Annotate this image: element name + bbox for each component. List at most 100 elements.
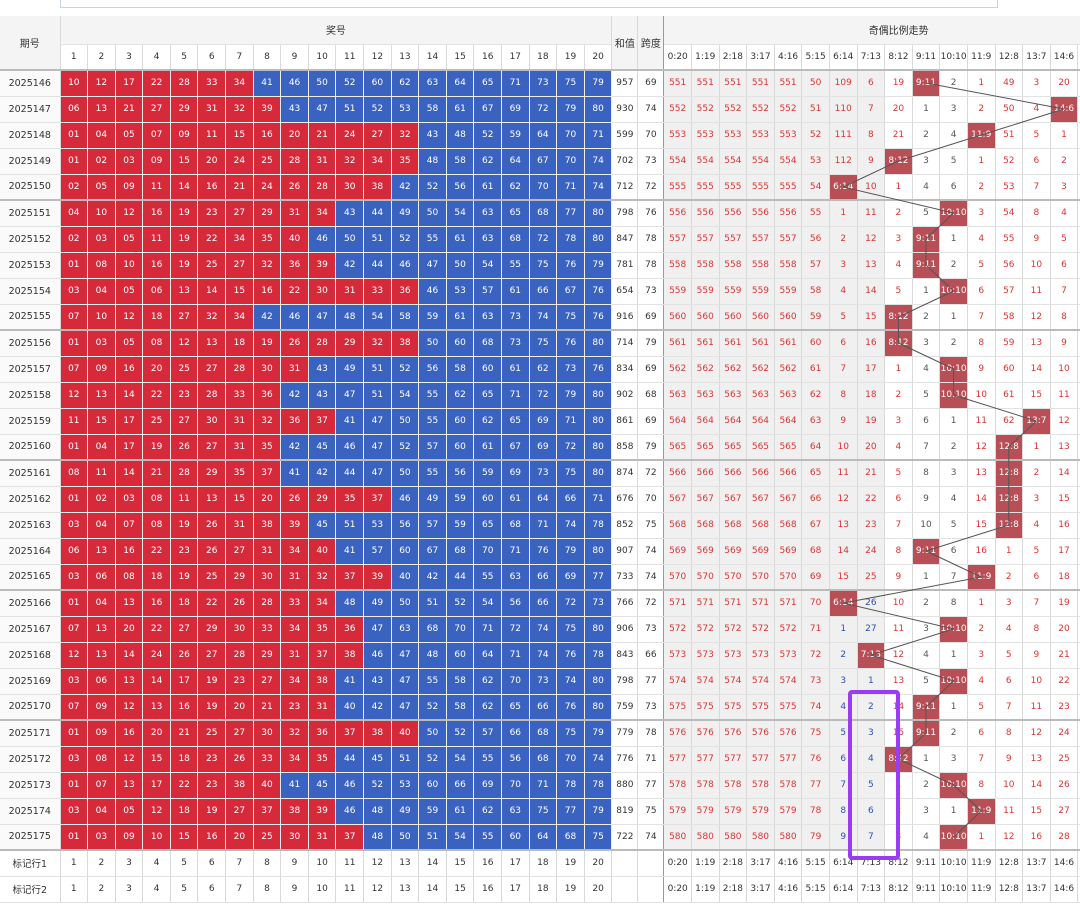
marker-ratio: 5:15 <box>801 876 830 903</box>
trend-cell: 15 <box>884 719 913 747</box>
sum-cell: 906 <box>611 616 639 643</box>
ball-cell: 27 <box>197 356 227 383</box>
trend-cell: 561 <box>774 329 803 357</box>
marker-ratio: 3:17 <box>746 876 775 903</box>
trend-table: 期号 奖号 和值 跨度 奇偶比例走势 1 2 3 4 5 6 7 8 9 10 11 12 13 14 15 16 17 1… <box>0 16 1080 903</box>
span-cell: 74 <box>637 96 665 123</box>
ball-cell: 13 <box>87 642 116 669</box>
period-header: 期号 <box>0 16 61 71</box>
trend-cell: 575 <box>691 694 720 721</box>
draw-row[interactable]: 2025155 07 10 12 18 27 32 34 42 46 47 48 54 58 59 61 63 7… <box>0 304 1080 331</box>
draw-row[interactable]: 2025163 03 04 07 08 19 26 31 38 39 45 51 53 56 57 59 65 6… <box>0 512 1080 539</box>
marker-row: 标记行1 1 2 3 4 5 6 7 8 9 10 11 12 13 14 15 16 17 18 19 20 0:20 1… <box>0 849 1080 877</box>
trend-cell: 10 <box>829 434 858 461</box>
draw-row[interactable]: 2025146 10 12 17 22 28 33 34 41 46 50 52 60 62 63 64 65 7… <box>0 69 1080 97</box>
ball-cell: 75 <box>556 719 585 747</box>
ball-cell: 02 <box>60 174 89 201</box>
draw-row[interactable]: 2025154 03 04 05 06 13 14 15 16 22 30 31 33 36 46 53 57 6… <box>0 278 1080 305</box>
ball-cell: 80 <box>584 382 613 409</box>
draw-row[interactable]: 2025151 04 10 12 16 19 23 27 29 31 34 43 44 49 50 54 63 6… <box>0 199 1080 227</box>
trend-cell: 10 <box>857 174 886 201</box>
draw-row[interactable]: 2025168 12 13 14 24 26 27 28 29 31 37 38 46 47 48 60 64 7… <box>0 642 1080 669</box>
draw-row[interactable]: 2025153 01 08 10 16 19 25 27 32 36 39 42 44 46 47 50 54 5… <box>0 252 1080 279</box>
span-cell: 69 <box>637 408 665 435</box>
ball-cell: 26 <box>225 746 254 773</box>
draw-row[interactable]: 2025175 01 03 09 10 15 16 20 25 30 31 37 48 50 51 54 55 6… <box>0 824 1080 851</box>
trend-cell: 566 <box>663 459 692 487</box>
draw-row[interactable]: 2025149 01 02 03 09 15 20 24 25 28 31 32 34 35 48 58 62 6… <box>0 148 1080 175</box>
trend-cell: 67 <box>1077 96 1080 123</box>
draw-row[interactable]: 2025166 01 04 13 16 18 22 26 28 33 34 48 49 50 51 52 54 5… <box>0 589 1080 617</box>
draw-row[interactable]: 2025170 07 09 12 13 16 19 20 21 23 31 40 42 47 52 58 62 6… <box>0 694 1080 721</box>
ball-cell: 55 <box>418 408 447 435</box>
trend-cell: 17 <box>1050 538 1079 565</box>
ratio-column-label: 1:19 <box>691 44 720 71</box>
draw-row[interactable]: 2025161 08 11 14 21 28 29 35 37 41 42 44 47 50 55 56 59 6… <box>0 459 1080 487</box>
draw-row[interactable]: 2025148 01 04 05 07 09 11 15 16 20 21 24 27 32 43 48 52 5… <box>0 122 1080 149</box>
ball-cell: 37 <box>335 719 365 747</box>
draw-row[interactable]: 2025162 01 02 03 08 11 13 15 20 26 29 35 37 46 49 59 60 6… <box>0 486 1080 513</box>
marker-ball-number: 14 <box>418 876 447 903</box>
trend-cell: 558 <box>746 252 775 279</box>
period-cell: 2025171 <box>0 719 61 747</box>
draw-row[interactable]: 2025164 06 13 16 22 23 26 27 31 34 40 41 57 60 67 68 70 7… <box>0 538 1080 565</box>
trend-cell: 6:14 <box>829 589 858 617</box>
draw-row[interactable]: 2025167 07 13 20 22 27 29 30 33 34 35 36 47 63 68 70 71 7… <box>0 616 1080 643</box>
draw-row[interactable]: 2025156 01 03 05 08 12 13 18 19 26 28 29 32 38 50 60 68 7… <box>0 329 1080 357</box>
ball-cell: 51 <box>391 746 420 773</box>
span-cell: 69 <box>637 304 665 331</box>
ball-cell: 12 <box>60 382 89 409</box>
draw-row[interactable]: 2025150 02 05 09 11 14 16 21 24 26 28 30 38 42 52 56 61 6… <box>0 174 1080 201</box>
ratio-column-label: 10:10 <box>939 44 968 71</box>
ball-cell: 08 <box>142 512 171 539</box>
draw-row[interactable]: 2025159 11 15 17 25 27 30 31 32 36 37 41 47 50 55 60 62 6… <box>0 408 1080 435</box>
ball-cell: 12 <box>170 329 199 357</box>
trend-cell: 12 <box>1022 719 1051 747</box>
ball-cell: 05 <box>115 798 144 825</box>
draw-row[interactable]: 2025157 07 09 16 20 25 27 28 30 31 43 49 51 52 56 58 60 6… <box>0 356 1080 383</box>
span-cell: 74 <box>637 564 665 591</box>
ball-cell: 27 <box>197 642 227 669</box>
ball-cell: 01 <box>60 252 89 279</box>
draw-row[interactable]: 2025165 03 06 08 18 19 25 29 30 31 32 37 39 40 42 44 55 6… <box>0 564 1080 591</box>
ball-cell: 46 <box>335 434 365 461</box>
trend-cell: 578 <box>746 772 775 799</box>
draw-row[interactable]: 2025169 03 06 13 14 17 19 23 27 34 38 41 43 47 55 58 62 7… <box>0 668 1080 695</box>
trend-cell: 10:10 <box>939 356 968 383</box>
span-cell: 75 <box>637 798 665 825</box>
ball-cell: 16 <box>142 252 171 279</box>
ball-column-number: 16 <box>473 44 502 71</box>
ball-cell: 48 <box>418 148 447 175</box>
draw-row[interactable]: 2025160 01 04 17 19 26 27 31 35 42 45 46 47 52 57 60 61 6… <box>0 434 1080 461</box>
draw-row[interactable]: 2025171 01 09 16 20 21 25 27 30 32 36 37 38 40 50 52 57 6… <box>0 719 1080 747</box>
ball-cell: 42 <box>335 252 365 279</box>
draw-row[interactable]: 2025173 01 07 13 17 22 23 38 40 41 45 46 52 53 60 66 69 7… <box>0 772 1080 799</box>
ball-cell: 71 <box>556 408 585 435</box>
draw-row[interactable]: 2025152 02 03 05 11 19 22 34 35 40 46 50 51 52 55 61 63 6… <box>0 226 1080 253</box>
ball-cell: 05 <box>115 122 144 149</box>
ball-cell: 60 <box>391 538 420 565</box>
marker-ratio: 11:9 <box>967 876 996 903</box>
draw-row[interactable]: 2025174 03 04 05 12 18 19 27 37 38 39 46 48 49 59 61 62 6… <box>0 798 1080 825</box>
marker-ball-number: 17 <box>501 849 530 877</box>
trend-cell: 570 <box>719 564 748 591</box>
ball-cell: 40 <box>391 564 420 591</box>
ball-cell: 76 <box>529 538 558 565</box>
draw-row[interactable]: 2025158 12 13 14 22 23 28 33 36 42 43 47 51 54 55 62 65 7… <box>0 382 1080 409</box>
trend-cell: 13 <box>967 459 996 487</box>
ball-cell: 54 <box>391 382 420 409</box>
trend-cell: 7 <box>1022 589 1051 617</box>
draw-row[interactable]: 2025172 03 08 12 15 18 23 26 33 34 35 44 45 51 52 54 55 5… <box>0 746 1080 773</box>
ball-cell: 62 <box>473 668 502 695</box>
trend-cell: 12 <box>884 642 913 669</box>
trend-cell: 2 <box>912 589 941 617</box>
trend-cell: 66 <box>1077 69 1080 97</box>
ball-cell: 70 <box>501 668 530 695</box>
marker-label: 标记行1 <box>0 849 61 877</box>
span-header: 跨度 <box>637 16 665 71</box>
ball-cell: 55 <box>501 252 530 279</box>
ball-cell: 66 <box>529 694 558 721</box>
ball-cell: 44 <box>446 564 475 591</box>
trend-cell: 9:11 <box>912 719 941 747</box>
draw-row[interactable]: 2025147 06 13 21 27 29 31 32 39 43 47 51 52 53 58 61 67 6… <box>0 96 1080 123</box>
